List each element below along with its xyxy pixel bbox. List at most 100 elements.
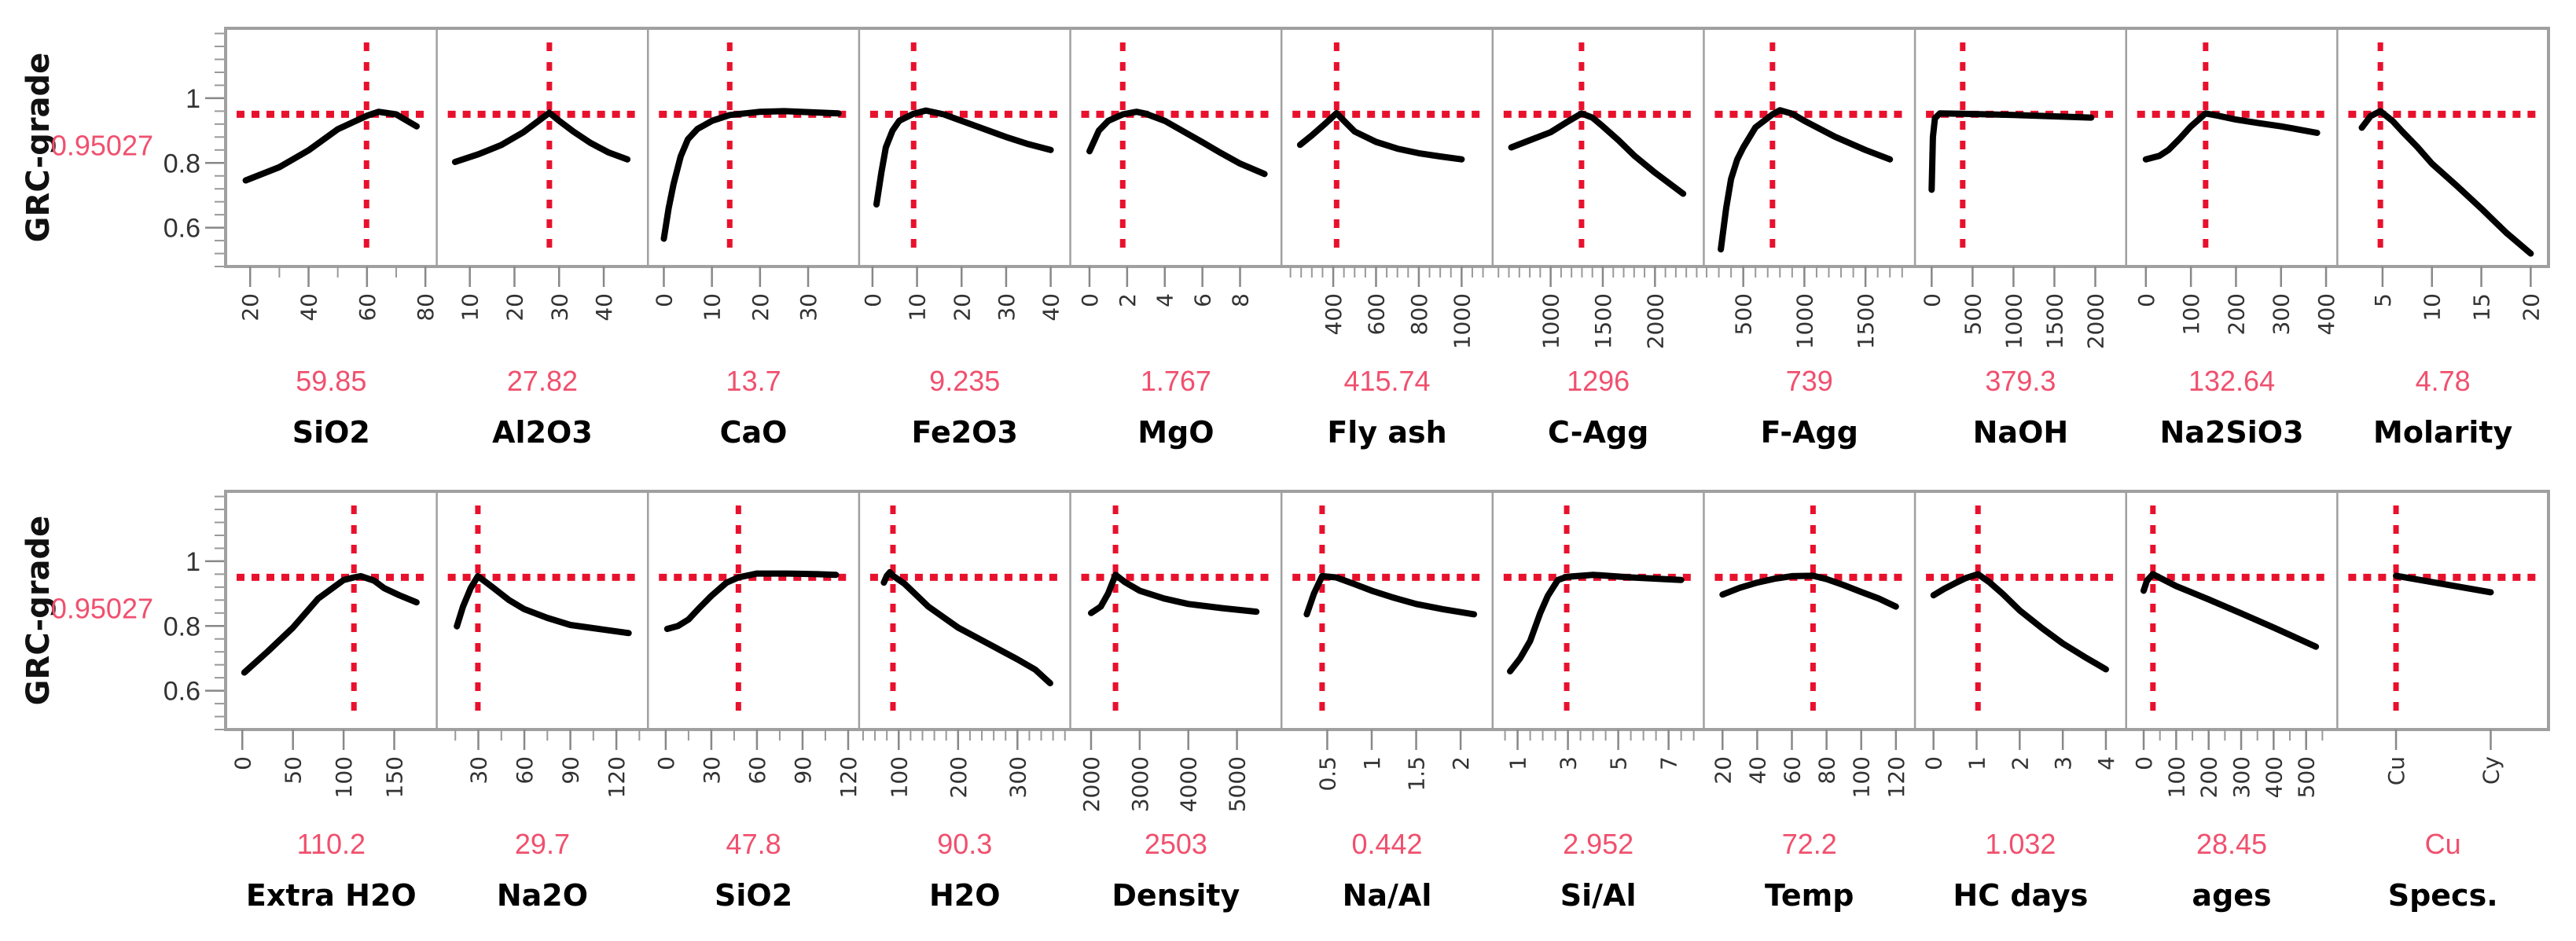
x-tick-label: Cu [2383, 756, 2409, 785]
x-tick-label: 30 [699, 756, 725, 785]
x-tick-label: 1000 [1449, 293, 1475, 349]
factor-name: Al2O3 [492, 415, 593, 450]
x-tick-label: 100 [886, 756, 912, 798]
response-current-value: 0.95027 [51, 129, 153, 161]
prediction-trace [2393, 572, 2494, 596]
prediction-trace [1508, 110, 1687, 197]
x-tick-label: 60 [512, 756, 538, 785]
x-tick-label: 1.5 [1404, 756, 1430, 792]
x-tick-label: 10 [458, 293, 483, 322]
x-tick-label: 5000 [1225, 756, 1251, 812]
x-tick-label: 100 [2178, 293, 2204, 335]
y-tick-label: 0.6 [164, 214, 200, 244]
x-tick-label: 20 [949, 293, 975, 322]
x-tick-label: 0 [2131, 756, 2157, 770]
factor-name: HC days [1953, 878, 2088, 913]
prediction-trace [873, 107, 1054, 208]
factor-current-value: 29.7 [515, 828, 570, 860]
x-tick-label: 20 [502, 293, 527, 322]
x-tick-label: 300 [2269, 293, 2295, 335]
prediction-trace [1507, 572, 1685, 675]
x-tick-label: 3 [1556, 756, 1582, 770]
x-tick-label: 1500 [2041, 293, 2067, 349]
x-tick-label: 1000 [1538, 293, 1564, 349]
prediction-trace [1088, 572, 1260, 616]
x-tick-label: 0 [653, 756, 679, 770]
x-tick-label: 500 [1731, 293, 1757, 335]
x-tick-label: 300 [1005, 756, 1031, 798]
x-tick-label: 30 [796, 293, 821, 322]
x-tick-label: 100 [1849, 756, 1875, 798]
factor-name: H2O [929, 878, 1001, 913]
x-tick-label: 60 [744, 756, 770, 785]
prediction-trace [1296, 109, 1465, 163]
factor-name: Fe2O3 [912, 415, 1018, 450]
factor-name: Na/Al [1343, 878, 1432, 913]
factor-current-value: 415.74 [1343, 365, 1430, 397]
factor-name: ages [2192, 878, 2271, 913]
y-axis-label: GRC-grade [20, 53, 57, 243]
y-tick-label: 1 [186, 84, 200, 114]
factor-current-value: 2.952 [1563, 828, 1633, 860]
factor-name: F-Agg [1761, 415, 1858, 450]
prediction-trace [454, 572, 632, 637]
x-tick-label: 30 [994, 293, 1020, 322]
x-tick-label: 120 [836, 756, 862, 798]
x-tick-label: 40 [1744, 756, 1770, 785]
factor-current-value: 47.8 [726, 828, 781, 860]
y-tick-label: 1 [186, 547, 200, 577]
x-tick-label: 400 [2261, 756, 2287, 798]
x-tick-label: 40 [296, 293, 322, 322]
x-tick-label: 3 [2050, 756, 2076, 770]
x-tick-label: 60 [1779, 756, 1805, 785]
x-tick-label: 7 [1656, 756, 1682, 770]
x-tick-label: 15 [2469, 293, 2495, 322]
x-tick-label: 2 [1115, 293, 1141, 307]
factor-current-value: 9.235 [929, 365, 1000, 397]
x-tick-label: 1 [1505, 756, 1531, 770]
factor-name: CaO [720, 415, 788, 450]
x-tick-label: 200 [2223, 293, 2249, 335]
factor-current-value: 1.767 [1141, 365, 1211, 397]
x-tick-label: 5 [1606, 756, 1632, 770]
factor-current-value: 739 [1786, 365, 1833, 397]
x-tick-label: 30 [546, 293, 572, 322]
x-tick-label: 10 [700, 293, 726, 322]
x-tick-label: 1000 [2001, 293, 2027, 349]
x-tick-label: 2000 [1079, 756, 1104, 812]
factor-current-value: 72.2 [1782, 828, 1837, 860]
prediction-trace [1718, 107, 1894, 253]
prediction-trace [1930, 571, 2109, 673]
y-tick-label: 0.8 [164, 612, 200, 641]
x-tick-label: 6 [1190, 293, 1216, 307]
factor-name: Extra H2O [246, 878, 417, 913]
x-tick-label: 4000 [1176, 756, 1202, 812]
factor-current-value: 90.3 [937, 828, 992, 860]
factor-name: Molarity [2373, 415, 2513, 450]
x-tick-label: 2000 [1642, 293, 1668, 349]
x-tick-label: 2000 [2082, 293, 2108, 349]
x-tick-label: 8 [1228, 293, 1254, 307]
x-tick-label: 5 [2370, 293, 2396, 307]
prediction-trace [1303, 572, 1478, 618]
x-tick-label: 100 [331, 756, 357, 798]
x-tick-label: 90 [790, 756, 816, 785]
x-tick-label: 3000 [1127, 756, 1153, 812]
x-tick-label: 0 [2133, 293, 2159, 307]
factor-current-value: 110.2 [297, 828, 366, 860]
factor-current-value: 379.3 [1985, 365, 2056, 397]
x-tick-label: 2 [1448, 756, 1474, 770]
x-tick-label: 0 [1921, 756, 1947, 770]
x-tick-label: 20 [2518, 293, 2544, 322]
prediction-trace [2142, 110, 2321, 163]
prediction-trace [2358, 108, 2534, 257]
factor-current-value: 13.7 [726, 365, 781, 397]
factor-current-value: 0.442 [1351, 828, 1422, 860]
x-tick-label: 600 [1363, 293, 1389, 335]
x-tick-label: 100 [2163, 756, 2189, 798]
x-tick-label: 4 [2093, 756, 2119, 770]
x-tick-label: 50 [281, 756, 307, 785]
factor-name: Na2O [497, 878, 588, 913]
prediction-trace [663, 570, 840, 632]
